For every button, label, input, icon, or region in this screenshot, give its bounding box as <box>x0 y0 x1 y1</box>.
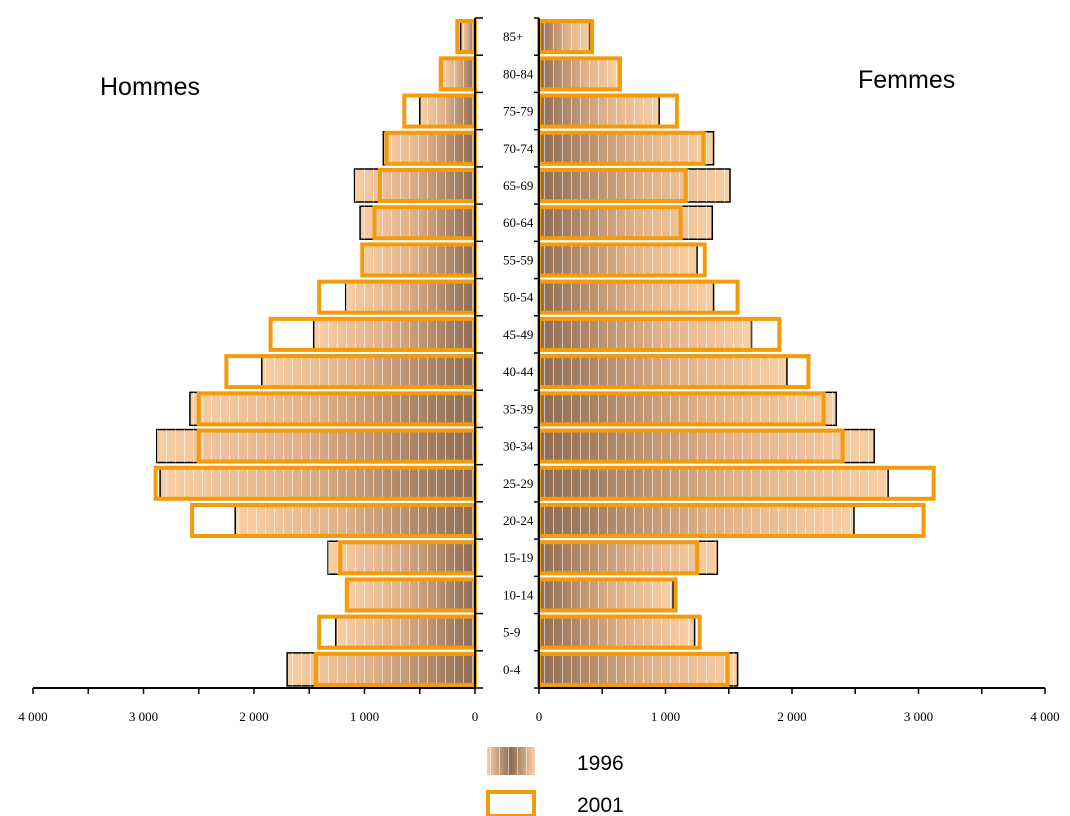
age-label-15-19: 15-19 <box>503 550 533 565</box>
bar-1996-hommes-stripes-5-9 <box>335 615 475 649</box>
age-label-65-69: 65-69 <box>503 178 533 193</box>
bar-1996-hommes-stripes-80-84 <box>441 57 475 91</box>
bar-1996-hommes-stripes-20-24 <box>235 504 475 537</box>
bar-1996-hommes-stripes-25-29 <box>160 466 475 500</box>
bar-1996-hommes-stripes-75-79 <box>419 94 475 128</box>
bar-1996-hommes-stripes-40-44 <box>261 355 475 389</box>
bar-1996-hommes-stripes-70-74 <box>383 131 475 165</box>
age-label-0-4: 0-4 <box>503 662 521 677</box>
age-label-80-84: 80-84 <box>503 66 534 81</box>
age-label-40-44: 40-44 <box>503 364 534 379</box>
right-tick-label: 1 000 <box>651 709 680 724</box>
bar-1996-hommes-stripes-35-39 <box>189 392 475 426</box>
age-label-10-14: 10-14 <box>503 587 534 602</box>
series-1996-bars <box>156 19 889 687</box>
age-label-20-24: 20-24 <box>503 513 534 528</box>
right-tick-label: 2 000 <box>777 709 806 724</box>
legend-swatch-2001 <box>486 790 536 816</box>
age-label-70-74: 70-74 <box>503 141 534 156</box>
bar-1996-femmes-stripes-40-44 <box>539 355 787 389</box>
legend-label-2001: 2001 <box>577 794 624 816</box>
bar-1996-hommes-stripes-45-49 <box>313 317 475 351</box>
right-tick-label: 4 000 <box>1030 709 1059 724</box>
age-label-50-54: 50-54 <box>503 290 534 305</box>
bar-1996-hommes-stripes-30-34 <box>156 429 475 463</box>
age-label-85+: 85+ <box>503 29 523 44</box>
bar-1996-femmes-stripes-80-84 <box>539 57 619 91</box>
bar-1996-hommes-stripes-55-59 <box>362 243 475 277</box>
left-tick-label: 2 000 <box>239 709 268 724</box>
legend-swatch-1996-stripes <box>487 747 535 775</box>
hommes-title: Hommes <box>100 73 200 101</box>
left-tick-label: 1 000 <box>350 709 379 724</box>
bar-1996-femmes-stripes-20-24 <box>539 504 854 537</box>
bar-1996-hommes-stripes-10-14 <box>346 578 475 612</box>
bar-1996-femmes-stripes-10-14 <box>539 578 674 612</box>
bar-1996-femmes-stripes-25-29 <box>539 466 889 500</box>
bar-1996-femmes-stripes-0-4 <box>539 652 738 686</box>
bar-1996-femmes-stripes-85+ <box>539 20 590 54</box>
bar-1996-hommes-stripes-65-69 <box>354 169 475 202</box>
age-label-25-29: 25-29 <box>503 476 533 491</box>
bar-1996-femmes-stripes-30-34 <box>539 429 875 463</box>
femmes-title: Femmes <box>858 66 955 94</box>
bar-1996-femmes-stripes-65-69 <box>539 169 731 202</box>
age-label-60-64: 60-64 <box>503 215 534 230</box>
left-tick-label: 0 <box>472 709 479 724</box>
age-label-45-49: 45-49 <box>503 327 533 342</box>
left-tick-label: 4 000 <box>18 709 47 724</box>
bar-1996-femmes-stripes-35-39 <box>539 392 837 426</box>
axes: 4 000 3 000 2 000 1 000 0 0 1 000 2 000 3 000 4 0… <box>18 17 1060 724</box>
left-tick-label: 3 000 <box>129 709 158 724</box>
bar-1996-femmes-stripes-45-49 <box>539 317 752 351</box>
bar-1996-hommes-stripes-50-54 <box>345 280 475 314</box>
bar-1996-hommes-stripes-85+ <box>460 20 475 54</box>
bar-1996-hommes-stripes-0-4 <box>287 652 475 686</box>
legend-label-1996: 1996 <box>577 752 624 775</box>
age-label-75-79: 75-79 <box>503 104 533 119</box>
bar-1996-hommes-stripes-60-64 <box>360 206 475 240</box>
age-label-35-39: 35-39 <box>503 401 533 416</box>
bar-1996-femmes-stripes-60-64 <box>539 206 713 240</box>
bar-1996-femmes-stripes-75-79 <box>539 94 660 128</box>
age-group-labels: 0-4 5-9 10-14 15-19 20-24 25-29 30-34 35-39 40-4… <box>503 29 534 677</box>
bar-1996-femmes-stripes-5-9 <box>539 615 695 649</box>
bar-1996-femmes-stripes-70-74 <box>539 131 714 165</box>
bar-1996-femmes-stripes-55-59 <box>539 243 698 277</box>
age-label-5-9: 5-9 <box>503 625 520 640</box>
right-tick-label: 0 <box>536 709 543 724</box>
legend: 1996 2001 <box>486 747 624 816</box>
bar-1996-femmes-stripes-15-19 <box>539 541 718 575</box>
bar-1996-femmes-stripes-50-54 <box>539 280 714 314</box>
age-label-30-34: 30-34 <box>503 439 534 454</box>
right-tick-label: 3 000 <box>904 709 933 724</box>
age-label-55-59: 55-59 <box>503 252 533 267</box>
bar-1996-hommes-stripes-15-19 <box>328 541 475 575</box>
